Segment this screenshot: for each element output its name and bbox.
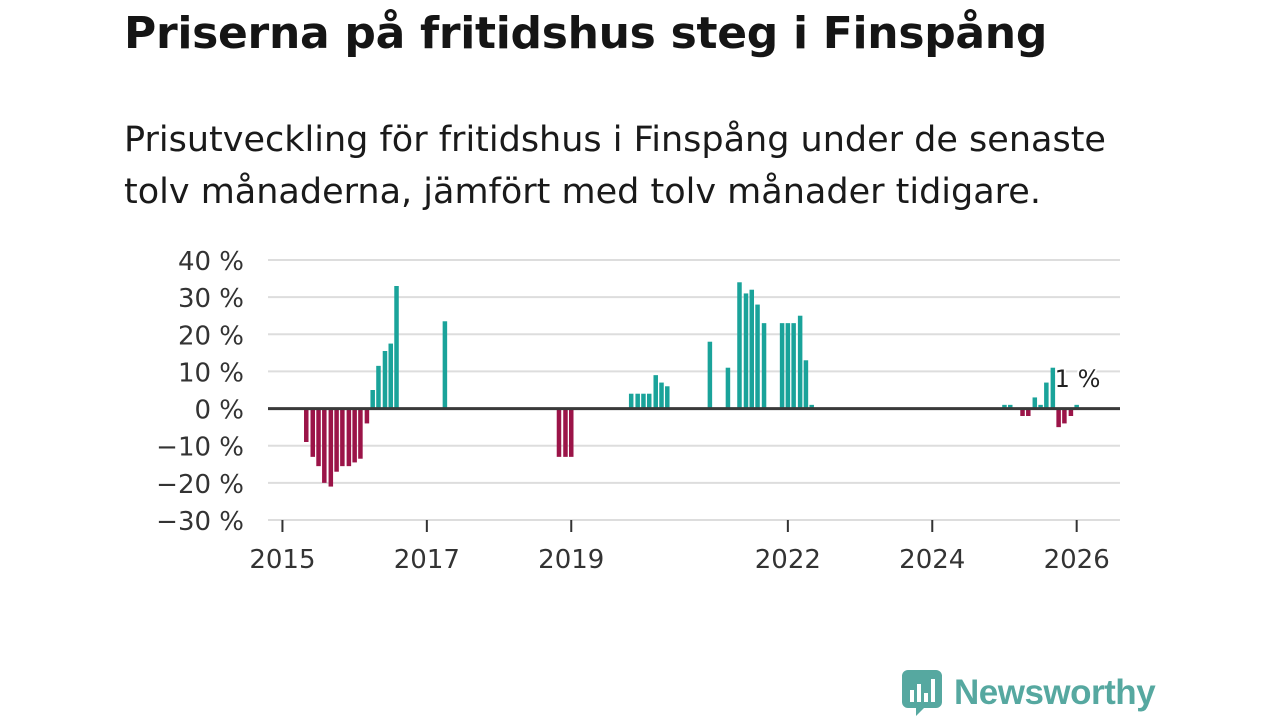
bar xyxy=(707,341,713,409)
bar xyxy=(1002,404,1007,409)
x-tick-label: 2024 xyxy=(899,545,965,575)
bar-chart: 40 % 30 % 20 % 10 % 0 % −10 % −20 % −30 %2015 20… xyxy=(156,247,1120,575)
y-tick-label: 40 % xyxy=(178,247,244,277)
latest-value-label: 1 % xyxy=(1055,365,1101,393)
bar xyxy=(310,408,316,457)
bar xyxy=(809,404,814,409)
bar xyxy=(316,408,321,467)
bar xyxy=(346,408,352,467)
bar xyxy=(659,382,664,409)
brand-name: Newsworthy xyxy=(954,673,1156,712)
y-tick-label: 30 % xyxy=(178,284,244,314)
bar xyxy=(791,323,796,409)
chart-subtitle: Prisutveckling för fritidshus i Finspång… xyxy=(124,120,1106,212)
bar xyxy=(749,289,755,409)
bar xyxy=(442,321,448,409)
bar xyxy=(569,408,574,457)
x-tick-label: 2026 xyxy=(1044,545,1110,575)
bar xyxy=(761,323,767,409)
bar xyxy=(743,293,749,409)
x-tick-label: 2022 xyxy=(755,545,821,575)
y-tick-label: −30 % xyxy=(156,507,244,537)
bar xyxy=(1050,367,1056,409)
x-tick-label: 2015 xyxy=(249,545,315,575)
y-tick-label: 20 % xyxy=(178,321,244,351)
bar xyxy=(1068,408,1074,416)
bar xyxy=(803,360,809,409)
bar xyxy=(388,343,393,409)
bar xyxy=(1044,382,1049,409)
x-tick-label: 2017 xyxy=(394,545,460,575)
bar xyxy=(382,351,388,409)
bar xyxy=(370,390,375,409)
bar xyxy=(334,408,339,472)
bar xyxy=(376,365,381,409)
bar xyxy=(352,408,357,463)
bar xyxy=(1008,404,1013,409)
bar xyxy=(755,304,760,409)
bar xyxy=(785,323,791,409)
bar xyxy=(1026,408,1031,416)
chart-title: Priserna på fritidshus steg i Finspång xyxy=(124,8,1048,59)
bar xyxy=(394,286,399,409)
brand-logo: Newsworthy xyxy=(902,670,1156,716)
bar xyxy=(725,367,731,409)
bar xyxy=(322,408,327,483)
y-tick-label: 0 % xyxy=(194,396,244,426)
bar xyxy=(628,393,634,409)
bar xyxy=(304,408,309,442)
bar xyxy=(665,386,670,409)
bar xyxy=(635,393,640,409)
y-tick-label: −10 % xyxy=(156,433,244,463)
x-tick-label: 2019 xyxy=(538,545,604,575)
bar xyxy=(779,323,785,409)
bar xyxy=(641,393,646,409)
bar xyxy=(797,315,803,409)
newsworthy-logo-icon xyxy=(902,670,942,716)
bar xyxy=(653,375,658,409)
y-tick-label: −20 % xyxy=(156,470,244,500)
bar xyxy=(1062,408,1067,424)
bar xyxy=(358,408,363,459)
bar xyxy=(556,408,562,457)
bar xyxy=(1056,408,1061,428)
bar xyxy=(1032,397,1038,409)
bar xyxy=(1074,404,1079,409)
bar xyxy=(646,393,652,409)
y-tick-label: 10 % xyxy=(178,358,244,388)
bar xyxy=(364,408,370,424)
bar xyxy=(1020,408,1025,416)
bar xyxy=(563,408,568,457)
bar xyxy=(328,408,334,487)
bar xyxy=(1038,404,1043,409)
bar xyxy=(737,282,742,409)
bar xyxy=(340,408,345,467)
